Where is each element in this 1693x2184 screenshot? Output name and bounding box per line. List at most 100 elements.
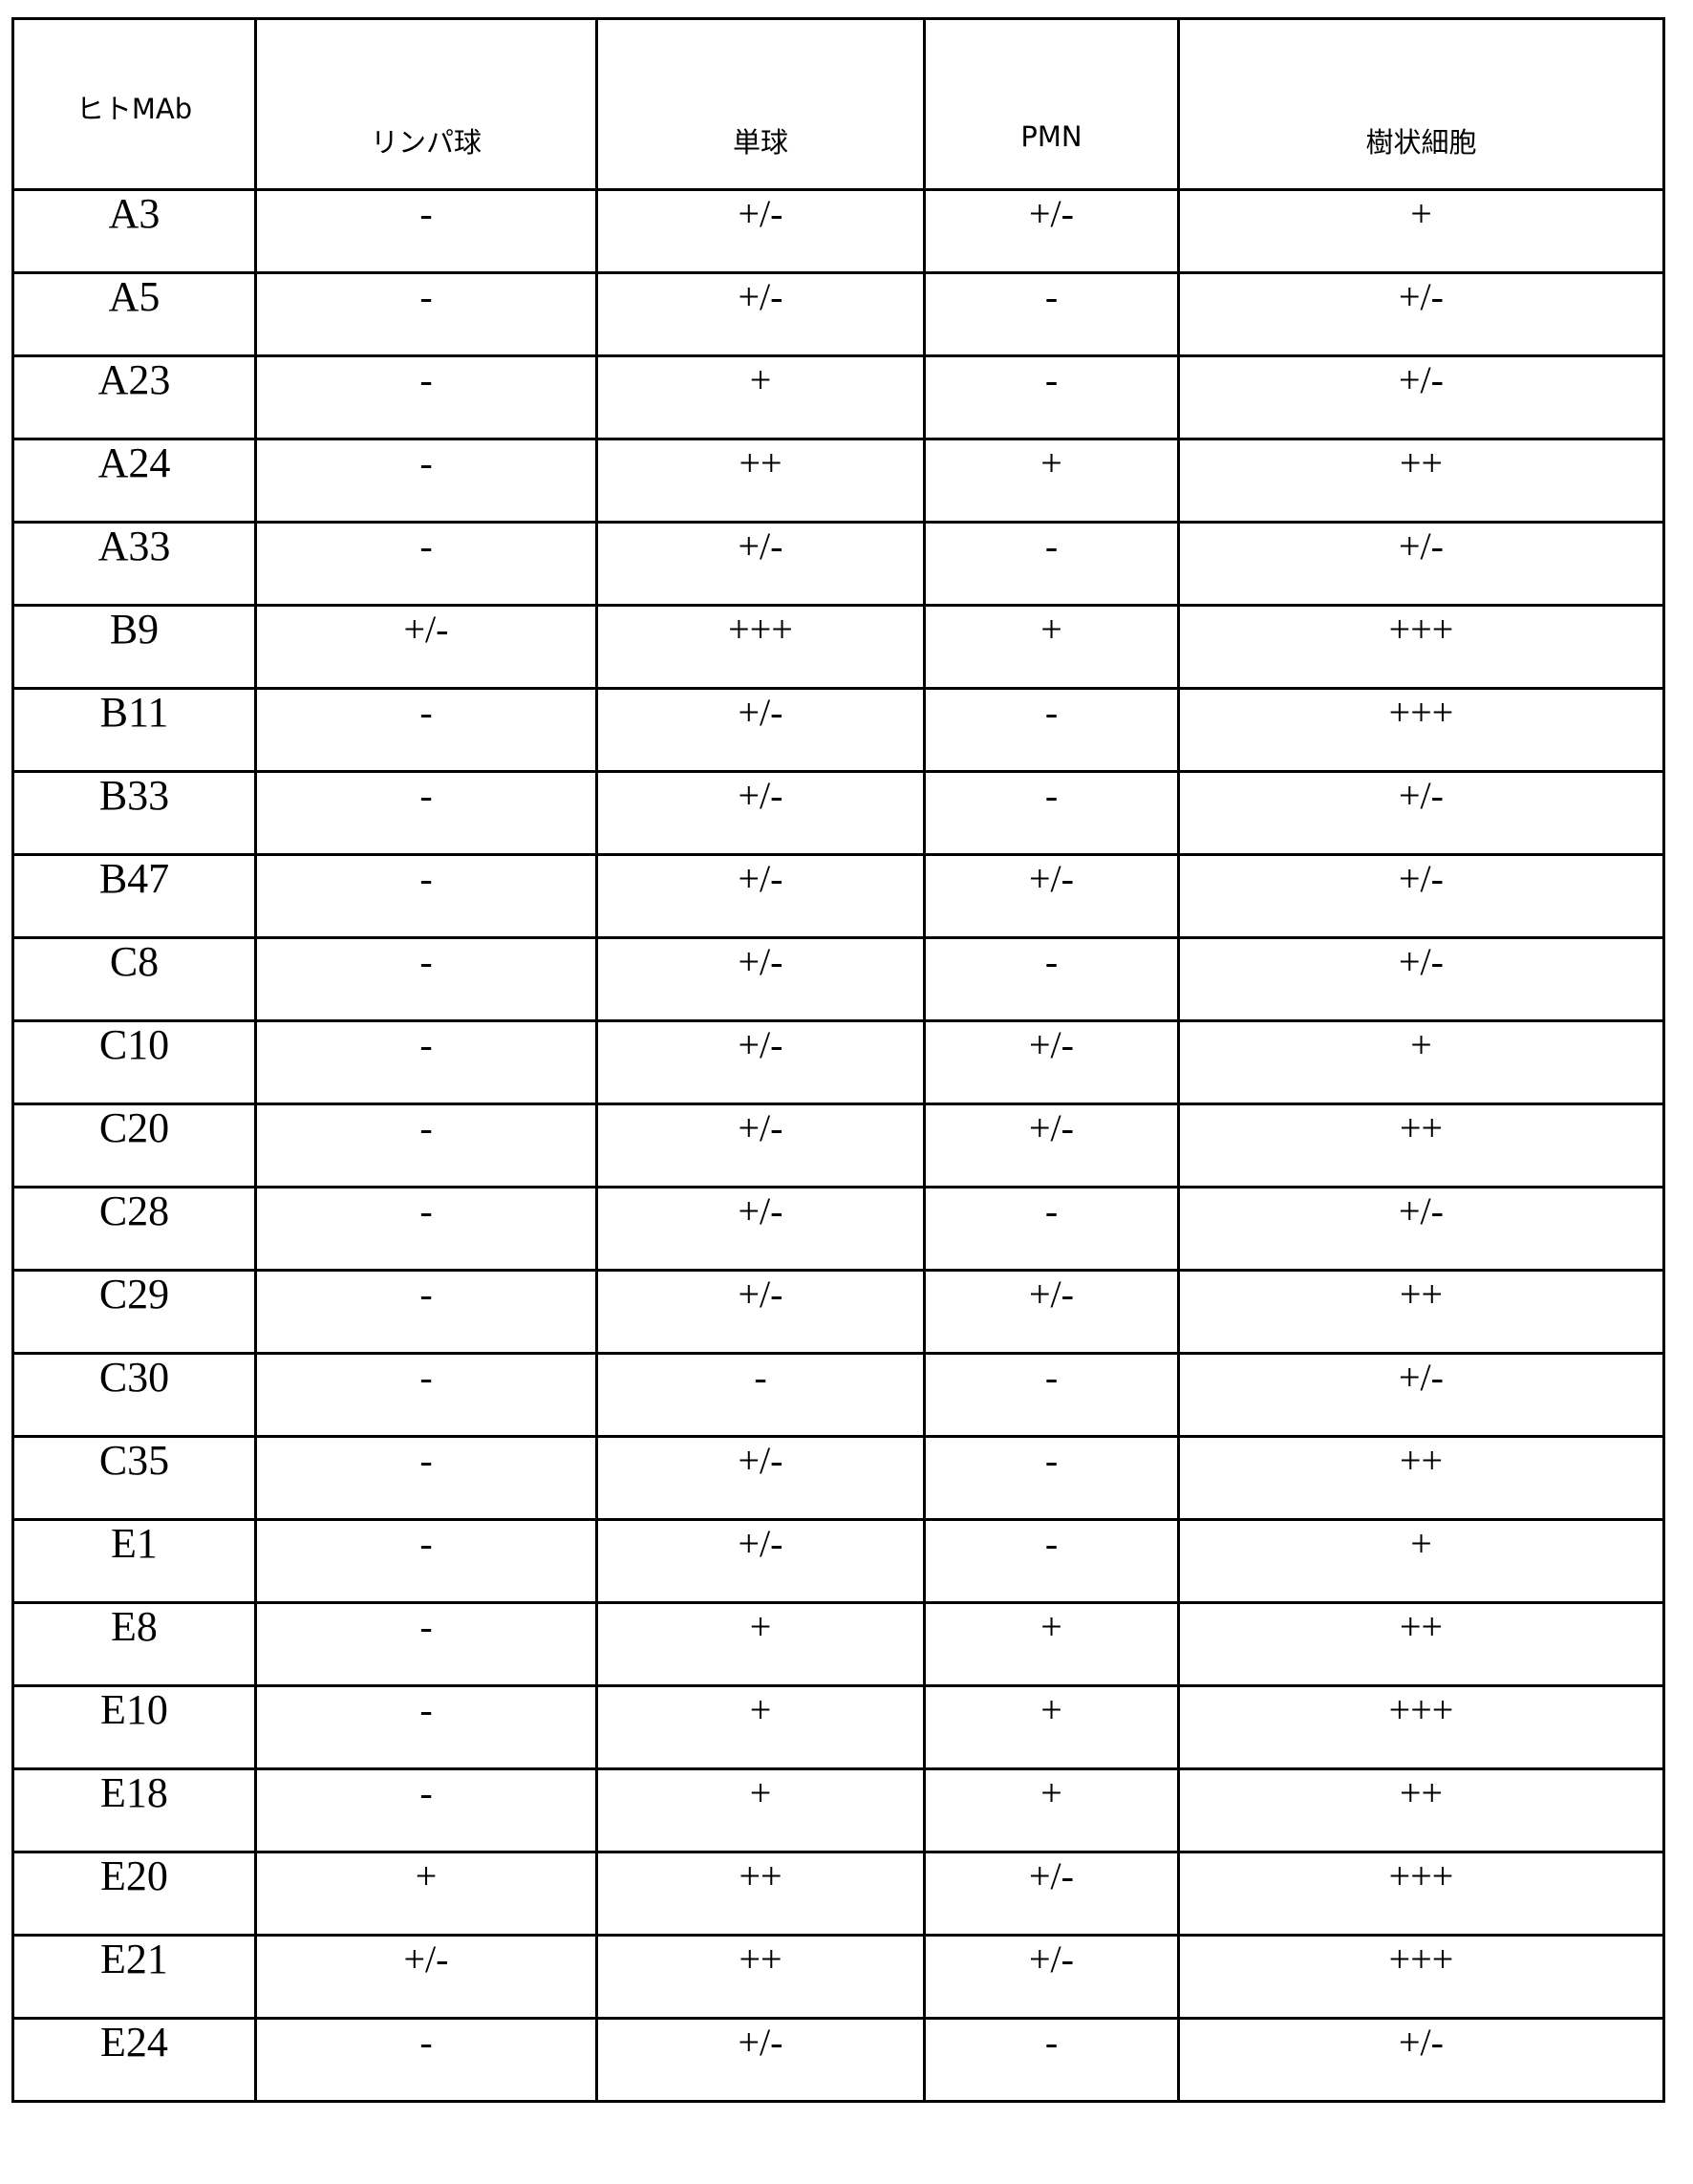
pmn-cell: - xyxy=(925,1188,1179,1271)
header-human-mab: ヒトMAb xyxy=(13,19,256,190)
mab-id-cell: C35 xyxy=(13,1437,256,1520)
pmn-cell: - xyxy=(925,1354,1179,1437)
mab-id-cell: C20 xyxy=(13,1104,256,1188)
dendritic-cell-cell: +++ xyxy=(1179,1936,1664,2019)
lymphocyte-cell: - xyxy=(256,1769,597,1852)
lymphocyte-cell: - xyxy=(256,1021,597,1104)
dendritic-cell-cell: +/- xyxy=(1179,273,1664,356)
dendritic-cell-cell: +++ xyxy=(1179,689,1664,772)
dendritic-cell-cell: +/- xyxy=(1179,855,1664,938)
table-row: A5-+/--+/- xyxy=(13,273,1664,356)
mab-id-cell: A5 xyxy=(13,273,256,356)
table-row: B11-+/--+++ xyxy=(13,689,1664,772)
dendritic-cell-cell: +/- xyxy=(1179,1354,1664,1437)
mab-id-cell: C28 xyxy=(13,1188,256,1271)
monocyte-cell: +/- xyxy=(597,1021,925,1104)
pmn-cell: + xyxy=(925,439,1179,523)
header-pmn: PMN xyxy=(925,19,1179,190)
pmn-cell: - xyxy=(925,689,1179,772)
monocyte-cell: +/- xyxy=(597,523,925,606)
header-monocyte: 単球 xyxy=(597,19,925,190)
table-row: E20++++/-+++ xyxy=(13,1852,1664,1936)
dendritic-cell-cell: ++ xyxy=(1179,1769,1664,1852)
mab-id-cell: E8 xyxy=(13,1603,256,1686)
table-row: C28-+/--+/- xyxy=(13,1188,1664,1271)
mab-id-cell: E1 xyxy=(13,1520,256,1603)
mab-id-cell: C30 xyxy=(13,1354,256,1437)
lymphocyte-cell: + xyxy=(256,1852,597,1936)
lymphocyte-cell: - xyxy=(256,855,597,938)
lymphocyte-cell: - xyxy=(256,1437,597,1520)
monocyte-cell: +/- xyxy=(597,689,925,772)
pmn-cell: +/- xyxy=(925,190,1179,273)
monocyte-cell: +/- xyxy=(597,190,925,273)
mab-id-cell: E20 xyxy=(13,1852,256,1936)
table-row: A3-+/-+/-+ xyxy=(13,190,1664,273)
mab-id-cell: C29 xyxy=(13,1271,256,1354)
pmn-cell: + xyxy=(925,1686,1179,1769)
table-row: C29-+/-+/-++ xyxy=(13,1271,1664,1354)
table-row: A23-+-+/- xyxy=(13,356,1664,439)
table-row: B9+/-+++++++ xyxy=(13,606,1664,689)
dendritic-cell-cell: +/- xyxy=(1179,523,1664,606)
dendritic-cell-cell: ++ xyxy=(1179,1104,1664,1188)
header-row: ヒトMAb リンパ球 単球 PMN 樹状細胞 xyxy=(13,19,1664,190)
mab-id-cell: E21 xyxy=(13,1936,256,2019)
lymphocyte-cell: - xyxy=(256,689,597,772)
lymphocyte-cell: - xyxy=(256,1686,597,1769)
dendritic-cell-cell: +++ xyxy=(1179,1852,1664,1936)
mab-id-cell: B33 xyxy=(13,772,256,855)
monocyte-cell: ++ xyxy=(597,439,925,523)
lymphocyte-cell: - xyxy=(256,1603,597,1686)
monocyte-cell: +/- xyxy=(597,1520,925,1603)
mab-id-cell: E24 xyxy=(13,2019,256,2102)
monocyte-cell: +/- xyxy=(597,1188,925,1271)
pmn-cell: +/- xyxy=(925,1936,1179,2019)
lymphocyte-cell: - xyxy=(256,523,597,606)
lymphocyte-cell: - xyxy=(256,190,597,273)
mab-id-cell: A24 xyxy=(13,439,256,523)
monocyte-cell: +/- xyxy=(597,1437,925,1520)
monocyte-cell: + xyxy=(597,356,925,439)
table-row: E24-+/--+/- xyxy=(13,2019,1664,2102)
table-row: C35-+/--++ xyxy=(13,1437,1664,1520)
monocyte-cell: +/- xyxy=(597,855,925,938)
pmn-cell: +/- xyxy=(925,1021,1179,1104)
mab-id-cell: B11 xyxy=(13,689,256,772)
table-row: E1-+/--+ xyxy=(13,1520,1664,1603)
dendritic-cell-cell: +/- xyxy=(1179,2019,1664,2102)
pmn-cell: - xyxy=(925,938,1179,1021)
dendritic-cell-cell: +++ xyxy=(1179,1686,1664,1769)
dendritic-cell-cell: +/- xyxy=(1179,356,1664,439)
monocyte-cell: +/- xyxy=(597,772,925,855)
pmn-cell: - xyxy=(925,1520,1179,1603)
pmn-cell: - xyxy=(925,273,1179,356)
mab-id-cell: A23 xyxy=(13,356,256,439)
dendritic-cell-cell: ++ xyxy=(1179,1603,1664,1686)
mab-id-cell: C8 xyxy=(13,938,256,1021)
table-row: E21+/-+++/-+++ xyxy=(13,1936,1664,2019)
monocyte-cell: +++ xyxy=(597,606,925,689)
table-row: A24-+++++ xyxy=(13,439,1664,523)
lymphocyte-cell: - xyxy=(256,356,597,439)
mab-id-cell: A3 xyxy=(13,190,256,273)
monocyte-cell: + xyxy=(597,1686,925,1769)
lymphocyte-cell: +/- xyxy=(256,606,597,689)
mab-id-cell: B9 xyxy=(13,606,256,689)
pmn-cell: - xyxy=(925,1437,1179,1520)
header-dendritic-cell: 樹状細胞 xyxy=(1179,19,1664,190)
monocyte-cell: +/- xyxy=(597,273,925,356)
lymphocyte-cell: - xyxy=(256,1520,597,1603)
table-row: B47-+/-+/-+/- xyxy=(13,855,1664,938)
pmn-cell: + xyxy=(925,1603,1179,1686)
monocyte-cell: + xyxy=(597,1769,925,1852)
table-row: C20-+/-+/-++ xyxy=(13,1104,1664,1188)
lymphocyte-cell: - xyxy=(256,1104,597,1188)
mab-id-cell: A33 xyxy=(13,523,256,606)
mab-id-cell: E10 xyxy=(13,1686,256,1769)
monocyte-cell: +/- xyxy=(597,938,925,1021)
mab-id-cell: B47 xyxy=(13,855,256,938)
lymphocyte-cell: - xyxy=(256,1188,597,1271)
monocyte-cell: +/- xyxy=(597,2019,925,2102)
table-row: E8-++++ xyxy=(13,1603,1664,1686)
